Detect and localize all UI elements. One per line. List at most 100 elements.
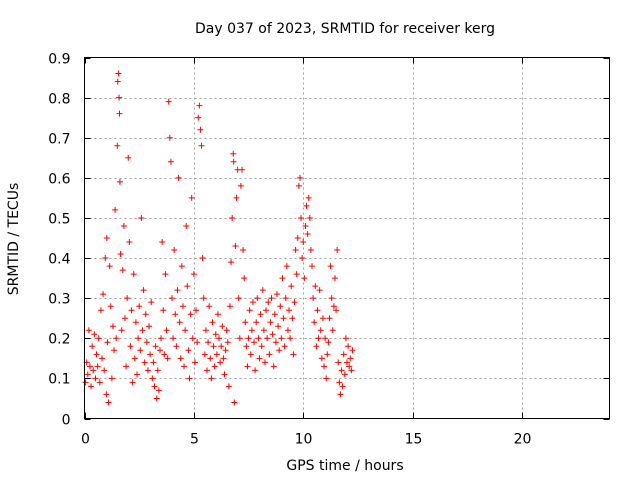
data-point [179,303,186,310]
data-point [245,335,252,342]
data-point [228,259,235,266]
data-point [229,214,236,221]
data-point [193,307,200,314]
data-point [244,363,251,370]
data-point [295,182,302,189]
data-point [100,291,107,298]
data-point [223,327,230,334]
data-point [85,327,92,334]
data-point [321,363,328,370]
data-point [198,142,205,149]
data-point [120,222,127,229]
data-point [219,323,226,330]
data-point [174,287,181,294]
data-point [257,311,264,318]
data-point [169,295,175,302]
data-point [205,339,212,346]
data-point [139,327,146,334]
data-point [293,271,300,278]
data-point [186,375,193,382]
data-point [124,295,131,302]
y-tick-label: 0.3 [48,292,70,308]
data-point [289,315,296,322]
data-point [125,154,132,161]
data-point [294,235,301,241]
data-point [269,331,276,338]
data-point [307,247,314,254]
data-point [115,70,122,77]
data-point [310,295,317,302]
data-point [346,363,353,370]
data-point [280,315,287,322]
x-tick-label: 5 [190,432,199,448]
data-point [212,331,219,338]
y-tick-label: 0.2 [48,332,70,348]
data-point [329,327,336,334]
data-point [89,343,96,350]
data-point [194,339,201,346]
data-point [153,395,160,402]
x-tick-label: 0 [81,432,90,448]
data-point [340,351,347,358]
data-point [190,271,197,278]
data-point [150,359,157,366]
data-point [172,311,179,318]
data-point [210,343,217,350]
data-point [333,307,340,314]
data-point [166,134,173,141]
data-points [82,70,356,406]
y-tick-label: 0 [62,413,71,429]
data-point [155,387,162,394]
data-point [156,347,163,354]
data-point [149,375,156,382]
data-point [330,303,337,310]
data-point [151,383,158,390]
data-point [322,335,329,342]
data-point [148,299,155,306]
data-point [299,255,306,262]
data-point [323,375,330,382]
data-point [216,335,223,342]
data-point [243,343,250,350]
y-tick-label: 0.1 [48,372,70,388]
data-point [189,335,196,342]
data-point [259,287,266,294]
data-point [175,174,182,181]
data-point [248,327,255,334]
data-point [209,319,216,326]
data-point [154,367,161,374]
data-point [291,299,298,306]
data-point [344,359,350,366]
data-point [326,315,333,322]
data-point [301,275,308,282]
data-point [96,379,103,386]
data-point [222,347,229,354]
data-point [144,367,151,374]
data-point [94,363,101,370]
data-point [211,363,218,370]
data-point [107,303,114,310]
data-point [275,323,282,330]
data-point [162,271,169,278]
data-point [283,263,290,270]
data-point [300,239,307,246]
data-point [277,303,284,310]
data-point [349,347,356,354]
data-point [272,339,279,346]
data-point [197,126,204,133]
data-point [161,351,168,358]
data-point [184,283,191,290]
data-point [284,327,291,334]
data-point [146,323,153,330]
data-point [213,351,220,358]
data-point [265,299,272,306]
data-point [101,367,108,374]
data-point [237,182,244,189]
x-axis-label: GPS time / hours [286,458,403,474]
data-point [167,158,174,165]
data-point [226,303,233,310]
data-point [221,371,228,378]
x-tick-label: 15 [405,432,423,448]
data-point [305,194,312,201]
